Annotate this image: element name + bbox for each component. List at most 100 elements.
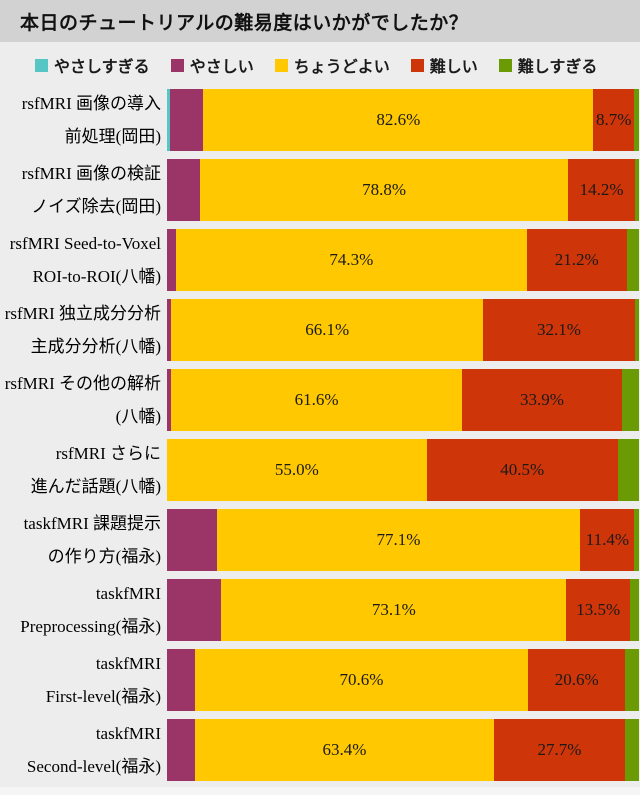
segment-percent-label: 77.1% <box>376 530 421 549</box>
row-label: rsfMRI 画像の検証ノイズ除去(岡田) <box>0 159 167 221</box>
legend-label: やさしい <box>189 59 254 76</box>
legend-label: やさしすぎる <box>54 59 150 76</box>
bar-segment-easy <box>167 719 195 781</box>
chart-rows: rsfMRI 画像の導入 前処理(岡田) 82.6% 8.7% rsfMRI 画像の検証… <box>0 89 639 781</box>
bar-segment-too-difficult <box>626 229 639 291</box>
chart-title: 本日のチュートリアルの難易度はいかがでしたか？ <box>20 12 469 34</box>
segment-percent-label: 74.3% <box>329 250 374 269</box>
legend-swatch-icon <box>410 58 424 72</box>
bar-segment-difficult: 11.4% <box>580 509 635 571</box>
row-label: rsfMRI 画像の導入 前処理(岡田) <box>0 89 167 151</box>
bar-segment-difficult: 14.2% <box>568 159 635 221</box>
bar-segment-too-difficult <box>634 159 639 221</box>
bar-segment-difficult: 40.5% <box>426 439 618 501</box>
bar-segment-just-right: 66.1% <box>171 299 484 361</box>
bar-segment-difficult: 20.6% <box>528 649 626 711</box>
footer-strip <box>0 787 640 795</box>
bar-segment-just-right: 73.1% <box>221 579 567 641</box>
segment-percent-label: 33.9% <box>520 390 564 409</box>
bar-segment-too-difficult <box>622 369 639 431</box>
bar-segment-difficult: 21.2% <box>526 229 627 291</box>
row-label: taskfMRI 課題提示の作り方(福永) <box>0 509 167 571</box>
segment-percent-label: 32.1% <box>537 320 581 339</box>
row-label-line: rsfMRI その他の解析 <box>4 374 161 393</box>
bar-segment-easy <box>167 649 195 711</box>
bar-segment-just-right: 70.6% <box>194 649 529 711</box>
bar-segment-just-right: 61.6% <box>171 369 462 431</box>
legend-swatch-icon <box>170 58 184 72</box>
title-bar: 本日のチュートリアルの難易度はいかがでしたか？ <box>0 0 640 42</box>
bar-segment-difficult: 8.7% <box>593 89 635 151</box>
row-label-line: rsfMRI さらに <box>55 444 161 463</box>
bar-segment-difficult: 33.9% <box>462 369 623 431</box>
row-label-line: Second-level(福永) <box>26 757 161 776</box>
row-label: taskfMRI Preprocessing(福永) <box>0 579 167 641</box>
segment-percent-label: 27.7% <box>537 740 582 759</box>
bar-row: taskfMRI Preprocessing(福永) 73.1% 13.5% <box>0 579 639 641</box>
bar-segment-too-difficult <box>634 509 639 571</box>
segment-percent-label: 66.1% <box>305 320 350 339</box>
bar-row: rsfMRI その他の解析 (八幡) 61.6% 33.9% <box>0 369 639 431</box>
row-label: rsfMRI その他の解析 (八幡) <box>0 369 167 431</box>
bar-segment-easy <box>167 299 172 361</box>
legend-label: 難しい <box>429 59 478 76</box>
row-label-line: taskfMRI <box>95 724 161 743</box>
bar-segment-just-right: 74.3% <box>175 229 527 291</box>
stacked-bar: 63.4% 27.7% <box>167 719 639 781</box>
row-label-line: ノイズ除去(岡田) <box>31 197 161 216</box>
legend-swatch-icon <box>498 58 512 72</box>
row-label-line: taskfMRI <box>95 584 161 603</box>
row-label-line: rsfMRI Seed-to-Voxel <box>9 234 161 253</box>
legend-label: ちょうどよい <box>293 59 390 76</box>
row-label: taskfMRI Second-level(福永) <box>0 719 167 781</box>
stacked-bar: 77.1% 11.4% <box>167 509 639 571</box>
bar-row: taskfMRI 課題提示の作り方(福永) 77.1% 11.4% <box>0 509 639 571</box>
bar-segment-just-right: 82.6% <box>203 89 594 151</box>
row-label-line: 主成分分析(八幡) <box>30 337 161 356</box>
segment-percent-label: 13.5% <box>576 600 621 619</box>
row-label-line: 進んだ話題(八幡) <box>30 477 161 496</box>
bar-segment-too-difficult <box>634 89 639 151</box>
stacked-bar: 82.6% 8.7% <box>167 89 639 151</box>
row-label-line: rsfMRI 画像の検証 <box>21 164 161 183</box>
segment-percent-label: 8.7% <box>596 110 632 129</box>
bar-segment-easy <box>170 89 204 151</box>
row-label: taskfMRI First-level(福永) <box>0 649 167 711</box>
segment-percent-label: 21.2% <box>554 250 599 269</box>
legend: やさしすぎる やさしい ちょうどよい 難しい 難しすぎる <box>35 54 640 76</box>
row-label-line: rsfMRI 画像の導入 <box>21 94 161 113</box>
bar-segment-too-difficult <box>630 579 639 641</box>
legend-item-too-easy: やさしすぎる <box>35 53 150 77</box>
bar-row: rsfMRI 画像の検証ノイズ除去(岡田) 78.8% 14.2% <box>0 159 639 221</box>
bar-segment-difficult: 13.5% <box>566 579 631 641</box>
bar-row: taskfMRI First-level(福永) 70.6% 20.6% <box>0 649 639 711</box>
stacked-bar: 61.6% 33.9% <box>167 369 639 431</box>
bar-row: rsfMRI さらに進んだ話題(八幡) 55.0% 40.5% <box>0 439 639 501</box>
stacked-bar: 66.1% 32.1% <box>167 299 639 361</box>
row-label-line: の作り方(福永) <box>47 547 161 566</box>
bar-segment-easy <box>167 159 200 221</box>
segment-percent-label: 20.6% <box>554 670 599 689</box>
segment-percent-label: 14.2% <box>579 180 624 199</box>
row-label-line: rsfMRI 独立成分分析 <box>4 304 161 323</box>
segment-percent-label: 11.4% <box>585 530 630 549</box>
segment-percent-label: 78.8% <box>362 180 407 199</box>
stacked-bar: 74.3% 21.2% <box>167 229 639 291</box>
bar-segment-too-easy <box>167 89 171 151</box>
segment-percent-label: 73.1% <box>371 600 416 619</box>
bar-segment-just-right: 78.8% <box>199 159 569 221</box>
segment-percent-label: 55.0% <box>274 460 319 479</box>
bar-row: rsfMRI 画像の導入 前処理(岡田) 82.6% 8.7% <box>0 89 639 151</box>
bar-row: taskfMRI Second-level(福永) 63.4% 27.7% <box>0 719 639 781</box>
bar-segment-too-difficult <box>617 439 639 501</box>
row-label-line: First-level(福永) <box>45 687 161 706</box>
row-label-line: taskfMRI 課題提示 <box>23 514 161 533</box>
bar-segment-difficult: 27.7% <box>494 719 625 781</box>
row-label-line: Preprocessing(福永) <box>20 617 161 636</box>
bar-segment-just-right: 77.1% <box>216 509 581 571</box>
bar-segment-too-difficult <box>624 719 639 781</box>
row-label-line: (八幡) <box>115 407 161 426</box>
row-label: rsfMRI Seed-to-Voxel ROI-to-ROI(八幡) <box>0 229 167 291</box>
bar-segment-too-difficult <box>625 649 639 711</box>
legend-item-easy: やさしい <box>170 53 254 77</box>
